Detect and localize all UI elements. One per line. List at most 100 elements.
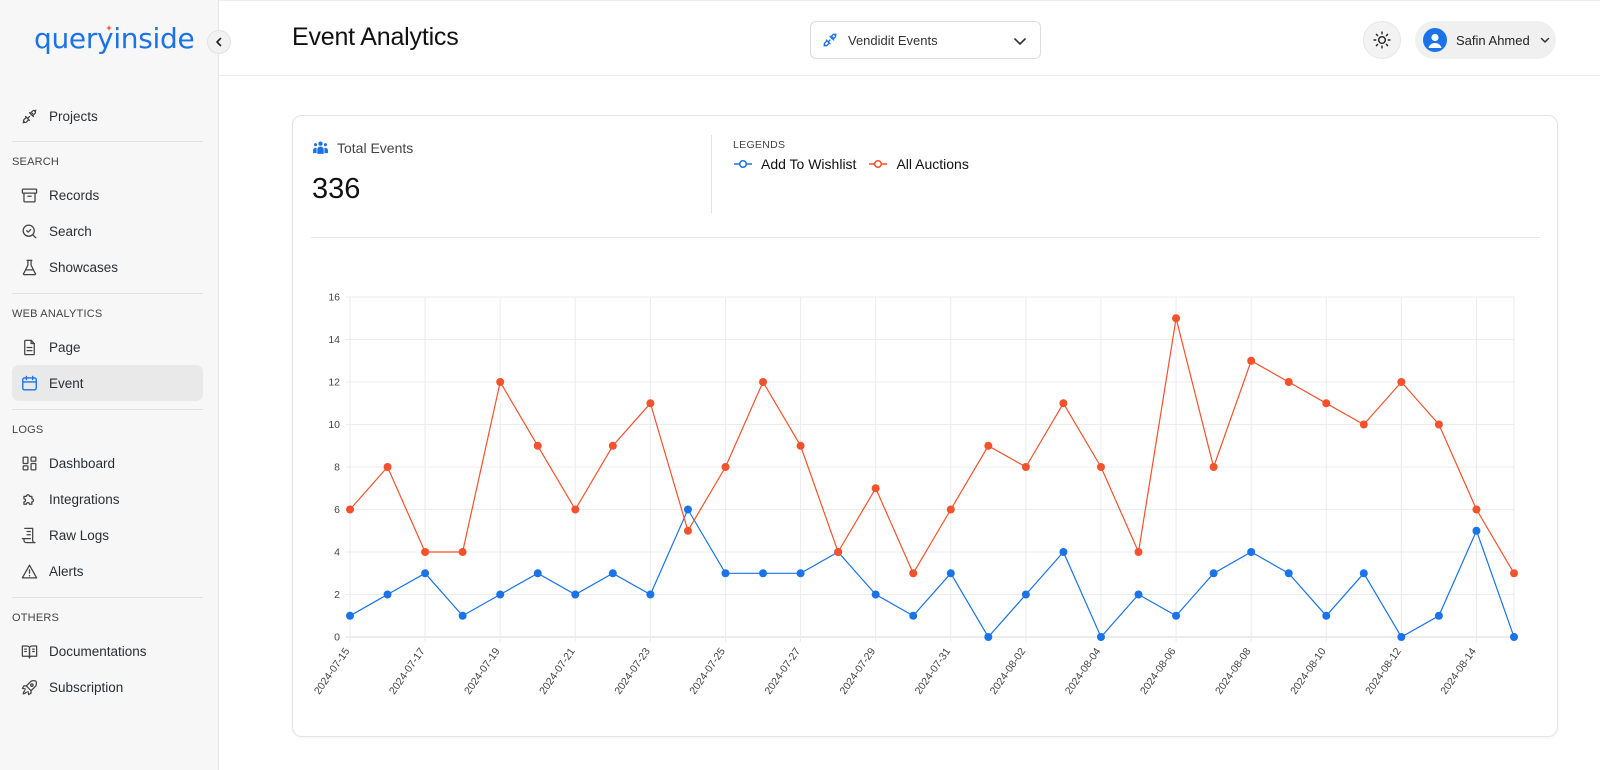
divider (711, 135, 712, 213)
total-events-label-text: Total Events (337, 139, 414, 156)
sidebar-item-label: Showcases (49, 259, 119, 275)
data-point-all-auctions (421, 548, 430, 556)
sidebar-item-search[interactable]: Search (12, 213, 203, 249)
data-point-all-auctions (608, 441, 617, 450)
x-tick-label: 2024-07-31 (913, 646, 954, 697)
data-point-add-to-wishlist (1134, 590, 1143, 599)
data-point-add-to-wishlist (1209, 569, 1218, 578)
x-tick-label: 2024-08-06 (1138, 646, 1179, 697)
chevron-down-icon (1540, 37, 1549, 43)
data-point-add-to-wishlist (646, 590, 655, 599)
sidebar-item-projects[interactable]: Projects (12, 98, 203, 134)
x-tick-label: 2024-08-12 (1363, 646, 1404, 697)
data-point-all-auctions (796, 441, 805, 450)
legend-label: All Auctions (896, 156, 969, 172)
data-point-add-to-wishlist (533, 569, 542, 578)
legend-item-add-to-wishlist[interactable]: Add To Wishlist (733, 156, 856, 172)
data-point-all-auctions (1284, 378, 1293, 386)
book-icon (21, 644, 38, 658)
page-title: Event Analytics (292, 23, 459, 51)
y-tick-label: 16 (328, 292, 340, 304)
sidebar-item-showcases[interactable]: Showcases (12, 249, 203, 285)
data-point-all-auctions (458, 548, 467, 556)
data-point-all-auctions (383, 463, 392, 471)
logo[interactable]: queryinside (34, 22, 195, 55)
y-tick-label: 10 (328, 419, 340, 431)
legend-title: LEGENDS (733, 139, 786, 151)
legend-line-icon (869, 159, 888, 169)
total-events-value: 336 (312, 173, 361, 205)
section-title-others: OTHERS (12, 612, 60, 624)
sidebar-item-subscription[interactable]: Subscription (12, 669, 203, 705)
sidebar-item-documentations[interactable]: Documentations (12, 633, 203, 669)
sidebar-item-label: Subscription (49, 679, 124, 695)
sidebar-item-label: Projects (49, 108, 98, 124)
sidebar-item-page[interactable]: Page (12, 329, 203, 365)
sidebar-item-label: Dashboard (49, 455, 116, 471)
total-events-label: Total Events (312, 139, 413, 156)
data-point-all-auctions (683, 526, 692, 535)
plug-icon (22, 109, 37, 123)
x-tick-label: 2024-07-27 (762, 646, 803, 697)
x-tick-label: 2024-08-08 (1213, 646, 1254, 697)
data-point-add-to-wishlist (1059, 548, 1068, 556)
avatar (1423, 28, 1447, 52)
user-menu-button[interactable]: Safin Ahmed (1415, 21, 1556, 59)
event-analytics-card: Total Events 336 LEGENDS Add To Wishlist… (292, 115, 1558, 737)
sidebar-item-integrations[interactable]: Integrations (12, 481, 203, 517)
sidebar-item-alerts[interactable]: Alerts (12, 553, 203, 589)
data-point-add-to-wishlist (1322, 611, 1331, 620)
sidebar-item-raw-logs[interactable]: Raw Logs (12, 517, 203, 553)
sidebar-item-label: Documentations (49, 643, 147, 659)
data-point-all-auctions (1172, 314, 1181, 323)
y-tick-label: 14 (328, 334, 340, 346)
data-point-all-auctions (533, 441, 542, 450)
data-point-add-to-wishlist (1021, 590, 1030, 599)
archive-icon (21, 188, 38, 202)
data-point-all-auctions (346, 505, 354, 514)
data-point-add-to-wishlist (1172, 611, 1181, 620)
series-line-add-to-wishlist (349, 508, 1515, 639)
sidebar-item-event[interactable]: Event (12, 365, 203, 401)
rocket-icon (21, 679, 38, 695)
data-point-all-auctions (496, 378, 505, 386)
sidebar-item-records[interactable]: Records (12, 177, 203, 213)
dashboard-icon (22, 456, 37, 470)
divider (12, 597, 203, 598)
data-point-add-to-wishlist (458, 611, 467, 620)
data-point-add-to-wishlist (1472, 526, 1481, 535)
sidebar-item-label: Records (49, 187, 100, 203)
data-point-add-to-wishlist (683, 505, 692, 514)
theme-toggle-button[interactable] (1363, 21, 1401, 59)
sidebar-item-dashboard[interactable]: Dashboard (12, 445, 203, 481)
logo-spark-icon (106, 25, 112, 31)
calendar-icon (22, 375, 37, 391)
data-point-add-to-wishlist (984, 633, 993, 641)
x-tick-label: 2024-07-25 (687, 646, 728, 697)
data-point-add-to-wishlist (1397, 633, 1406, 641)
alert-icon (21, 564, 38, 578)
data-point-all-auctions (834, 548, 843, 556)
data-point-add-to-wishlist (871, 590, 880, 599)
x-tick-label: 2024-07-15 (312, 646, 353, 697)
data-point-all-auctions (1021, 463, 1030, 471)
data-point-all-auctions (984, 441, 993, 450)
divider (12, 293, 203, 294)
sidebar-item-label: Page (49, 339, 81, 355)
data-point-add-to-wishlist (796, 569, 805, 578)
legend-item-all-auctions[interactable]: All Auctions (868, 156, 969, 172)
receipt-icon (21, 527, 36, 543)
data-point-add-to-wishlist (421, 569, 430, 578)
chart-legend: Add To Wishlist All Auctions (733, 156, 981, 172)
line-chart: 0 2 4 6 8 10 12 14 16 2024-07-15 2024-07-17 2024-07… (312, 292, 1518, 697)
data-point-all-auctions (1096, 463, 1105, 471)
project-select[interactable]: Vendidit Events (810, 21, 1041, 59)
y-tick-label: 6 (334, 504, 340, 516)
project-select-value: Vendidit Events (848, 32, 938, 48)
data-point-add-to-wishlist (1247, 548, 1256, 556)
collapse-sidebar-button[interactable] (207, 30, 231, 54)
data-point-add-to-wishlist (608, 569, 617, 578)
y-tick-label: 4 (334, 547, 340, 559)
data-point-add-to-wishlist (909, 611, 918, 620)
data-point-all-auctions (1322, 399, 1331, 408)
